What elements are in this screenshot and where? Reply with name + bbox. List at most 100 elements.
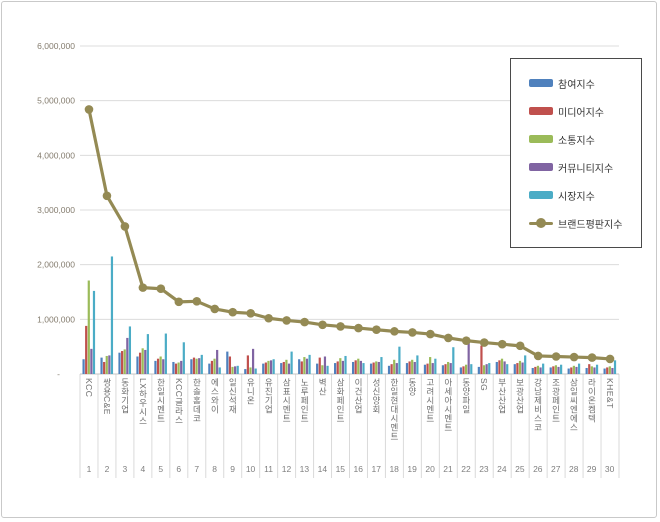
category-label: 한일시멘트 [152,378,170,460]
rank-label: 30 [604,464,615,474]
line-marker [318,320,327,330]
rank-label: 7 [194,464,200,474]
category-label: 동양 [403,378,421,460]
rank-label: 21 [443,464,453,474]
bar-3 [341,360,345,374]
category-label: 쌍용C&E [98,378,116,460]
bar-4 [164,333,167,374]
category-label-text: KHE&T [604,378,615,409]
y-axis-tick-label: 3,000,000 [37,205,75,215]
line-marker [192,296,202,306]
y-axis-tick-label: 1,000,000 [37,314,75,324]
category-label: 보광산업 [511,378,529,460]
legend-label: 시장지수 [558,191,595,203]
legend-line-marker-icon [529,218,553,228]
rank-label: 14 [317,464,328,474]
bar-3 [234,366,237,374]
bar-3 [539,367,542,374]
line-marker [461,336,471,345]
category-label-text: 일신석재 [227,378,238,414]
bar-3 [108,355,111,374]
bar-2 [554,365,558,374]
rank-label: 20 [425,464,435,474]
bar-4 [416,355,419,374]
y-axis-tick-label: 5,000,000 [37,96,75,106]
line-marker [174,297,184,307]
bar-4 [128,326,132,374]
bar-2 [231,366,234,374]
bar-0 [280,363,283,374]
bar-3 [323,356,327,374]
bar-3 [593,367,596,374]
bar-4 [200,354,203,374]
category-label: 에스와이 [206,378,224,460]
bar-1 [246,355,249,374]
x-axis-category-labels: KCC 쌍용C&E 동화기업 LX하우시스 한일시멘트 KCC글라스 한솔홈데코 에스와이 일신… [80,378,620,460]
bar-2 [87,280,90,374]
legend-label: 참여지수 [558,79,595,91]
legend-item: 브랜드평판지수 [529,209,641,237]
bar-2 [518,360,522,374]
category-label: 한일현대시멘트 [385,378,403,460]
category-label-text: 한일현대시멘트 [389,378,400,441]
line-marker [354,323,363,333]
bar-3 [413,361,416,374]
category-label-text: 보광산업 [515,378,526,414]
rank-label: 27 [551,464,561,474]
legend-item: 시장지수 [529,181,641,209]
bar-1 [480,345,483,374]
legend-swatch-icon [529,79,553,87]
bar-3 [449,363,452,374]
rank-label: 4 [140,464,146,474]
category-label: 라이온켐텍 [583,378,601,460]
bar-0 [154,360,157,374]
line-marker [390,327,399,336]
legend: 참여지수 미디어지수 소통지수 커뮤니티지수 시장지수 브랜드평판지수 [510,58,642,248]
bar-0 [208,363,211,374]
category-label-text: SG [479,378,490,392]
bar-4 [542,363,545,374]
bar-4 [110,256,114,374]
bar-1 [354,360,357,374]
bar-1 [138,352,142,374]
category-label-text: 삼표시멘트 [281,378,292,423]
bar-0 [585,367,588,374]
rank-label: 11 [264,464,273,474]
bar-2 [429,357,432,374]
category-label: 한솔홈데코 [188,378,206,460]
category-label-text: 부산산업 [497,378,508,414]
bar-0 [603,368,606,374]
rank-label: 6 [176,464,182,474]
category-label: 노루페인트 [295,378,313,460]
bar-3 [503,361,506,374]
bar-0 [316,363,319,374]
bar-4 [146,334,149,374]
bar-2 [608,366,611,374]
line-marker [282,316,291,325]
line-marker [210,304,220,314]
bar-2 [303,357,306,374]
bar-2 [500,358,504,374]
category-label-text: 성신양회 [371,378,382,414]
category-label: 조광페인트 [547,378,565,460]
legend-swatch-icon [529,107,553,115]
bar-1 [336,361,339,374]
category-label-text: 유진기업 [263,378,274,414]
bar-3 [251,348,255,374]
legend-label: 소통지수 [558,135,595,147]
bar-0 [531,367,534,374]
bar-4 [308,354,311,374]
bar-3 [557,366,560,374]
bar-2 [393,359,396,374]
line-marker [408,328,417,337]
category-label-text: 강남제비스코 [533,378,544,432]
bar-1 [282,361,285,374]
category-label: KCC [80,378,98,460]
bar-0 [405,363,409,374]
line-marker [497,339,507,349]
rank-label: 2 [104,464,110,474]
legend-label: 미디어지수 [558,107,604,119]
bar-0 [369,363,373,374]
